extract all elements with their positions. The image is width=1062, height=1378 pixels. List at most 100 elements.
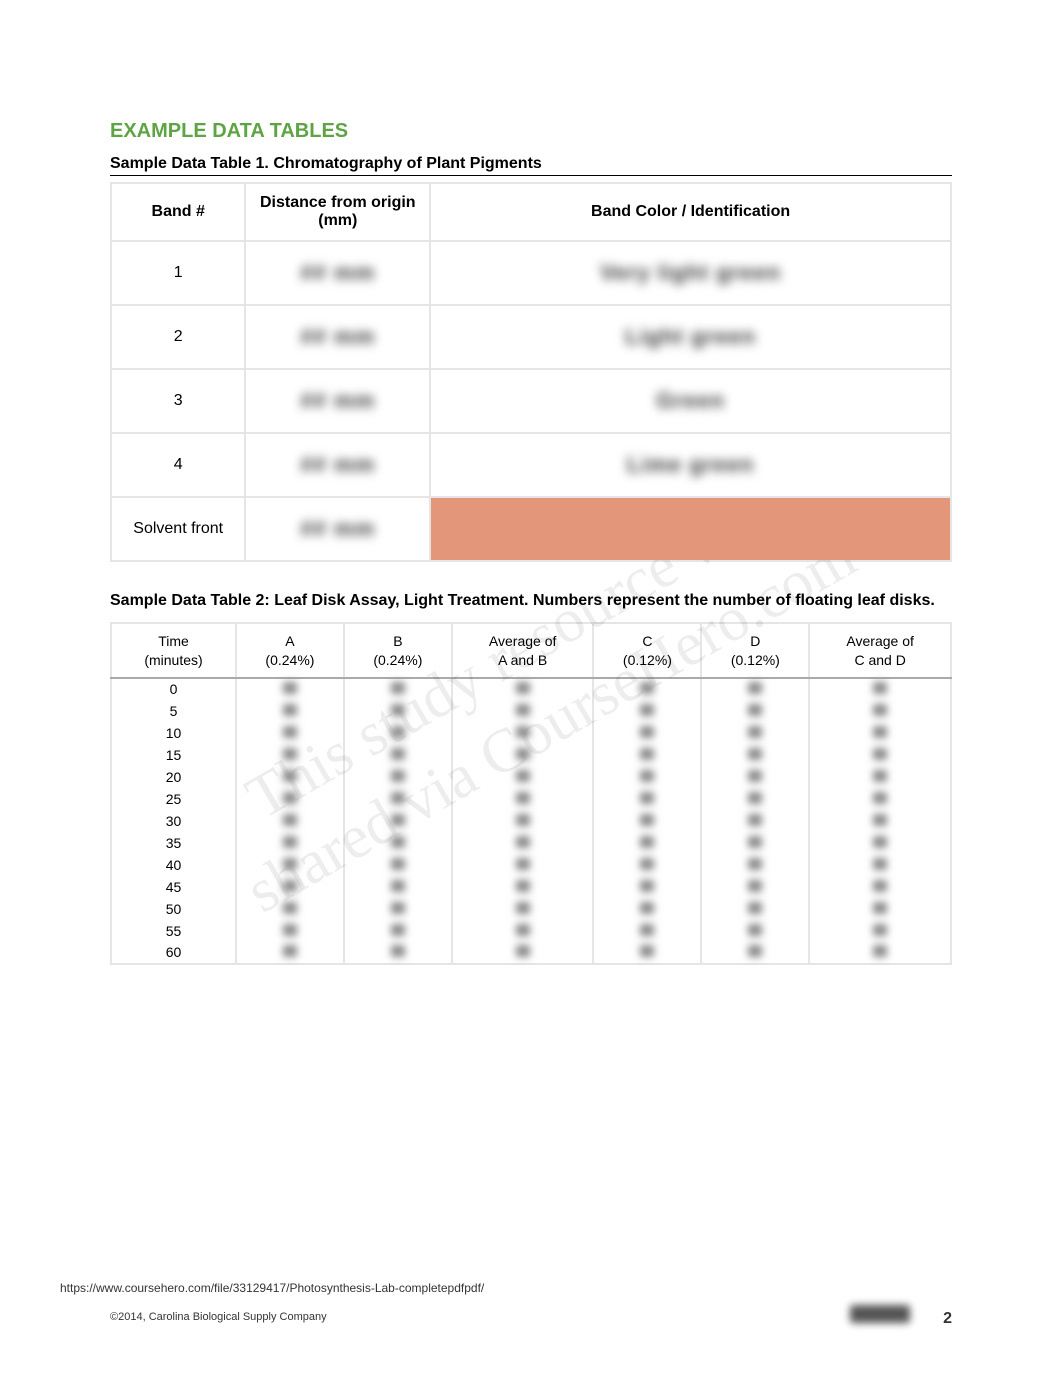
blurred-content	[283, 880, 297, 892]
blurred-content	[283, 726, 297, 738]
data-cell	[593, 920, 701, 942]
data-cell	[809, 700, 951, 722]
blurred-content	[391, 792, 405, 804]
table-row: 4## mmLime green	[111, 433, 951, 497]
blurred-content	[748, 792, 762, 804]
blurred-content: Light green	[625, 324, 756, 350]
table2-caption: Sample Data Table 2: Leaf Disk Assay, Li…	[110, 590, 952, 612]
t1-header-band: Band #	[111, 183, 245, 241]
data-cell	[344, 942, 452, 964]
data-cell	[236, 920, 344, 942]
blurred-content	[391, 902, 405, 914]
time-cell: 15	[111, 744, 236, 766]
data-cell	[809, 854, 951, 876]
blurred-content	[873, 704, 887, 716]
color-id-cell: Green	[430, 369, 951, 433]
blurred-content	[873, 945, 887, 957]
section-heading: EXAMPLE DATA TABLES	[110, 120, 952, 143]
time-cell: 0	[111, 678, 236, 700]
header-line1: Average of	[457, 632, 589, 650]
blurred-content	[391, 726, 405, 738]
blurred-content: Lime green	[627, 452, 754, 478]
blurred-content	[873, 792, 887, 804]
header-line1: Time	[116, 632, 231, 650]
time-cell: 60	[111, 942, 236, 964]
data-cell	[452, 700, 594, 722]
blurred-content	[640, 945, 654, 957]
header-line2: (minutes)	[116, 651, 231, 669]
blurred-content	[748, 902, 762, 914]
blurred-content	[748, 814, 762, 826]
time-cell: 10	[111, 722, 236, 744]
header-line2: (0.24%)	[241, 651, 339, 669]
table-row: Solvent front## mm	[111, 497, 951, 561]
blurred-content	[640, 748, 654, 760]
blurred-content	[283, 748, 297, 760]
data-cell	[701, 810, 809, 832]
data-cell	[809, 832, 951, 854]
table-row: 55	[111, 920, 951, 942]
header-line1: Average of	[814, 632, 946, 650]
blurred-content: Very light green	[600, 260, 781, 286]
leaf-disk-table: Time(minutes)A(0.24%)B(0.24%)Average ofA…	[110, 622, 952, 964]
t2-header-cell: D(0.12%)	[701, 623, 809, 677]
table-row: 30	[111, 810, 951, 832]
page-number: 2	[943, 1310, 952, 1327]
blurred-content	[516, 902, 530, 914]
data-cell	[236, 700, 344, 722]
table-row: 1## mmVery light green	[111, 241, 951, 305]
data-cell	[236, 942, 344, 964]
data-cell	[344, 700, 452, 722]
blurred-content	[516, 814, 530, 826]
data-cell	[236, 898, 344, 920]
blurred-content	[283, 924, 297, 936]
color-id-cell: Very light green	[430, 241, 951, 305]
blurred-content	[516, 748, 530, 760]
data-cell	[344, 788, 452, 810]
data-cell	[452, 766, 594, 788]
blurred-content	[283, 770, 297, 782]
blurred-content	[391, 748, 405, 760]
data-cell	[701, 744, 809, 766]
header-line2: A and B	[457, 651, 589, 669]
data-cell	[701, 920, 809, 942]
blurred-content	[748, 682, 762, 694]
table-row: 10	[111, 722, 951, 744]
data-cell	[809, 810, 951, 832]
blurred-content	[391, 770, 405, 782]
table-row: 2## mmLight green	[111, 305, 951, 369]
data-cell	[701, 898, 809, 920]
blurred-content: ## mm	[300, 516, 375, 542]
blurred-content	[640, 814, 654, 826]
data-cell	[452, 942, 594, 964]
data-cell	[593, 898, 701, 920]
blurred-content	[283, 945, 297, 957]
header-line1: D	[706, 632, 804, 650]
data-cell	[701, 788, 809, 810]
blurred-content	[516, 792, 530, 804]
blurred-content	[516, 726, 530, 738]
t2-header-cell: Average ofA and B	[452, 623, 594, 677]
blurred-content	[283, 858, 297, 870]
data-cell	[593, 700, 701, 722]
data-cell	[236, 766, 344, 788]
blurred-content	[748, 880, 762, 892]
data-cell	[236, 788, 344, 810]
blurred-content: Green	[656, 388, 725, 414]
data-cell	[593, 832, 701, 854]
data-cell	[452, 920, 594, 942]
data-cell	[236, 876, 344, 898]
time-cell: 40	[111, 854, 236, 876]
blurred-content	[873, 858, 887, 870]
t2-header-cell: B(0.24%)	[344, 623, 452, 677]
data-cell	[809, 766, 951, 788]
data-cell	[701, 942, 809, 964]
data-cell	[344, 678, 452, 700]
t2-header-cell: C(0.12%)	[593, 623, 701, 677]
time-cell: 50	[111, 898, 236, 920]
blurred-content	[283, 704, 297, 716]
table-row: 40	[111, 854, 951, 876]
blurred-content	[873, 880, 887, 892]
data-cell	[809, 876, 951, 898]
data-cell	[701, 876, 809, 898]
